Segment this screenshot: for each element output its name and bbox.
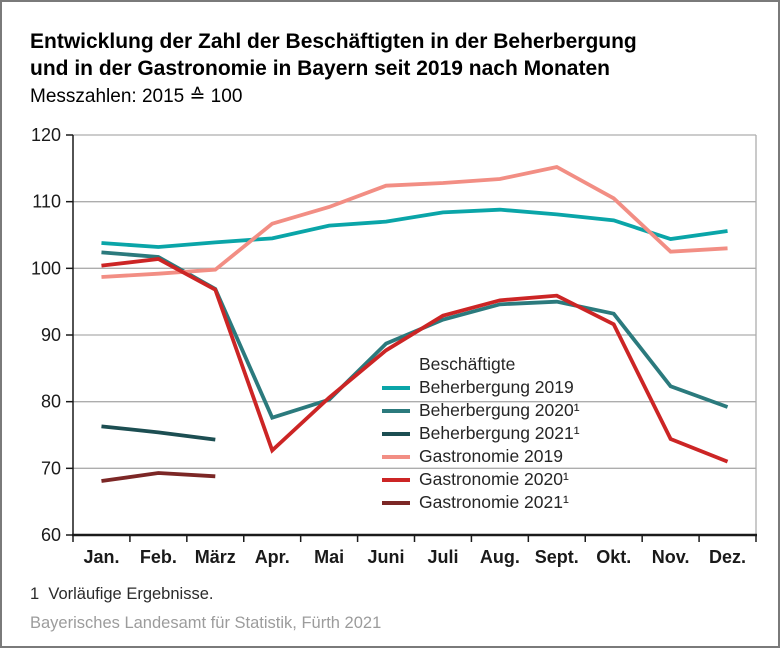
y-axis-tick-label: 70 bbox=[41, 458, 61, 478]
legend-swatch bbox=[382, 431, 410, 436]
legend-item: Gastronomie 2019 bbox=[382, 445, 580, 468]
x-axis-tick-label: Dez. bbox=[709, 547, 746, 567]
y-axis-tick-label: 90 bbox=[41, 325, 61, 345]
legend-item-label: Gastronomie 2019 bbox=[419, 446, 563, 466]
x-axis-tick-label: Okt. bbox=[596, 547, 631, 567]
y-axis-tick-label: 120 bbox=[31, 125, 61, 145]
legend-item: Beherbergung 2021¹ bbox=[382, 422, 580, 445]
x-axis-tick-label: Apr. bbox=[255, 547, 290, 567]
legend-swatch bbox=[382, 385, 410, 390]
chart-title: Entwicklung der Zahl der Beschäftigten i… bbox=[30, 28, 637, 82]
x-axis-tick-label: März bbox=[195, 547, 236, 567]
x-axis-tick-label: Jan. bbox=[83, 547, 119, 567]
legend-swatch bbox=[382, 477, 410, 482]
legend-item-label: Gastronomie 2021¹ bbox=[419, 492, 569, 512]
x-axis-tick-label: Juli bbox=[427, 547, 458, 567]
x-axis-tick-label: Juni bbox=[368, 547, 405, 567]
chart-subtitle: Messzahlen: 2015 ≙ 100 bbox=[30, 86, 243, 107]
y-axis-tick-label: 110 bbox=[32, 192, 61, 212]
legend-swatch bbox=[382, 500, 410, 505]
legend-item: Beherbergung 2019 bbox=[382, 376, 580, 399]
footnote: 1 Vorläufige Ergebnisse. bbox=[30, 585, 214, 603]
legend-item-label: Gastronomie 2020¹ bbox=[419, 469, 569, 489]
source-caption: Bayerisches Landesamt für Statistik, Für… bbox=[30, 614, 382, 632]
y-axis-tick-label: 60 bbox=[41, 525, 61, 545]
x-axis-tick-label: Mai bbox=[314, 547, 344, 567]
legend-item: Beherbergung 2020¹ bbox=[382, 399, 580, 422]
y-axis-tick-label: 100 bbox=[31, 258, 61, 278]
legend-swatch bbox=[382, 408, 410, 413]
series-line-gastronomie-2019 bbox=[101, 164, 728, 279]
x-axis-tick-label: Feb. bbox=[140, 547, 177, 567]
legend-item-label: Beherbergung 2019 bbox=[419, 377, 574, 397]
legend-item: Gastronomie 2021¹ bbox=[382, 491, 580, 514]
legend-swatch bbox=[382, 454, 410, 459]
series-line-gastronomie-2020- bbox=[101, 257, 729, 464]
chart-legend: Beschäftigte Beherbergung 2019 Beherbergu… bbox=[382, 353, 580, 514]
legend-item: Gastronomie 2020¹ bbox=[382, 468, 580, 491]
series-line-beherbergung-2021- bbox=[101, 424, 216, 442]
legend-item-label: Beherbergung 2021¹ bbox=[419, 423, 580, 443]
legend-title: Beschäftigte bbox=[419, 354, 516, 374]
legend-item-label: Beherbergung 2020¹ bbox=[419, 400, 580, 420]
series-line-beherbergung-2019 bbox=[101, 207, 728, 249]
y-axis-tick-label: 80 bbox=[41, 392, 61, 412]
x-axis-tick-label: Nov. bbox=[652, 547, 690, 567]
series-line-gastronomie-2021- bbox=[101, 471, 216, 483]
chart-title-line1: Entwicklung der Zahl der Beschäftigten i… bbox=[30, 30, 637, 53]
chart-title-line2: und in der Gastronomie in Bayern seit 20… bbox=[30, 57, 610, 80]
x-axis-tick-label: Aug. bbox=[480, 547, 520, 567]
x-axis-tick-label: Sept. bbox=[535, 547, 579, 567]
